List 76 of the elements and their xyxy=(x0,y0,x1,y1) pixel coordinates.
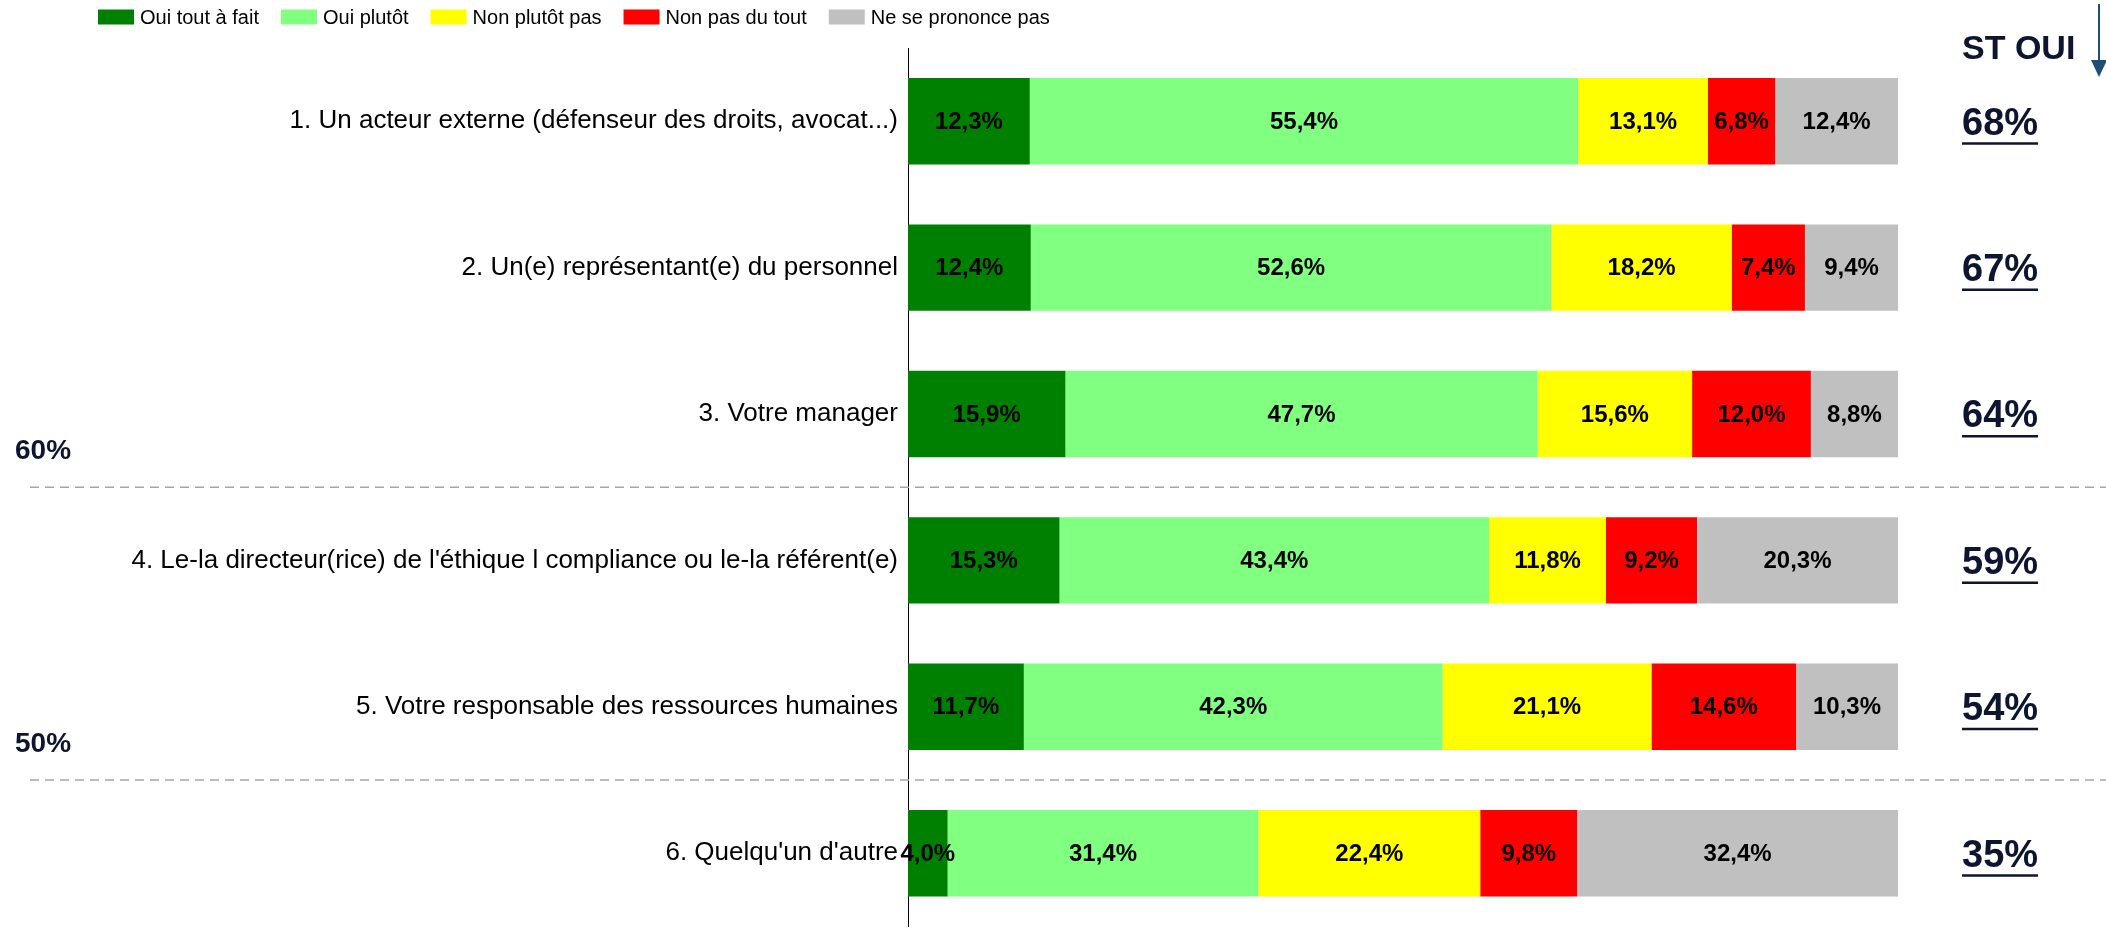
bar xyxy=(1605,517,1698,604)
text: 50% xyxy=(15,726,72,758)
text: 64% xyxy=(1962,393,2039,436)
bar xyxy=(1258,810,1481,897)
data-label: 9,4% xyxy=(1824,253,1879,281)
text: 59% xyxy=(1962,539,2039,582)
data-label: 7,4% xyxy=(1740,253,1796,281)
data-label: 11,7% xyxy=(932,692,1000,720)
text: 54% xyxy=(1962,686,2039,729)
bar xyxy=(1029,78,1579,165)
data-label: 12,4% xyxy=(935,253,1004,281)
data-label: 32,4% xyxy=(1703,838,1772,866)
y-tick-label: 4. Le-la directeur(rice) de l'éthique l compliance ou le-la référent(e) xyxy=(131,543,898,574)
data-label: 42,3% xyxy=(1199,692,1268,720)
data-label: 8,8% xyxy=(1827,399,1882,427)
data-label: 12,0% xyxy=(1717,399,1786,427)
text: ST OUI xyxy=(1962,28,2076,67)
bar xyxy=(908,663,1024,750)
legend-label: Non pas du tout xyxy=(665,5,808,28)
data-label: 14,6% xyxy=(1689,692,1758,720)
bar xyxy=(1537,370,1693,458)
data-label: 18,2% xyxy=(1607,253,1676,281)
text: 35% xyxy=(1962,832,2039,875)
data-label: 13,1% xyxy=(1609,106,1678,134)
bar xyxy=(1810,370,1898,458)
bar xyxy=(1796,663,1898,750)
bar xyxy=(1804,224,1898,311)
data-label: 43,4% xyxy=(1240,546,1309,574)
bar xyxy=(1578,78,1708,165)
bar xyxy=(1551,224,1732,311)
bar xyxy=(908,370,1066,458)
data-label: 9,2% xyxy=(1624,546,1679,574)
bar xyxy=(1577,810,1898,897)
data-label: 21,1% xyxy=(1513,692,1582,720)
bar xyxy=(1065,370,1538,458)
data-label: 15,3% xyxy=(949,546,1018,574)
data-label: 9,8% xyxy=(1501,838,1557,866)
text: 60% xyxy=(15,433,72,465)
y-tick-label: 5. Votre responsable des ressources humaines xyxy=(356,689,898,720)
bar xyxy=(1775,78,1898,165)
bar xyxy=(1489,517,1606,604)
bar xyxy=(1692,370,1811,458)
bar xyxy=(1442,663,1652,750)
bar xyxy=(1480,810,1578,897)
data-label: 52,6% xyxy=(1257,253,1326,281)
bar xyxy=(1023,663,1443,750)
data-label: 55,4% xyxy=(1269,106,1339,134)
data-label: 6,8% xyxy=(1714,106,1769,134)
data-label: 11,8% xyxy=(1514,546,1581,574)
bar xyxy=(1731,224,1805,311)
y-tick-label: 3. Votre manager xyxy=(698,397,899,428)
legend-label: Non plutôt pas xyxy=(472,5,602,28)
legend-label: Oui tout à fait xyxy=(140,5,260,28)
y-tick-label: 6. Quelqu'un d'autre xyxy=(665,836,898,867)
text: 67% xyxy=(1962,247,2039,290)
data-label: 10,3% xyxy=(1812,692,1882,720)
legend-label: Ne se prononce pas xyxy=(870,5,1050,28)
data-label: 47,7% xyxy=(1267,399,1336,427)
bar xyxy=(908,224,1031,311)
bar xyxy=(1030,224,1552,311)
bar xyxy=(908,78,1030,165)
data-label: 22,4% xyxy=(1335,838,1404,866)
data-label: 31,4% xyxy=(1069,838,1138,866)
bar xyxy=(908,517,1060,604)
data-label: 12,3% xyxy=(934,106,1003,134)
bar xyxy=(1059,517,1490,604)
data-label: 15,6% xyxy=(1580,399,1649,427)
legend-label: Oui plutôt xyxy=(322,5,409,28)
data-label: 12,4% xyxy=(1802,106,1871,134)
bar xyxy=(1651,663,1797,750)
data-label: 15,9% xyxy=(952,399,1021,427)
text: 68% xyxy=(1962,100,2039,143)
y-tick-label: 2. Un(e) représentant(e) du personnel xyxy=(461,250,898,281)
bar xyxy=(1697,517,1898,604)
y-tick-label: 1. Un acteur externe (défenseur des droits, avocat...) xyxy=(289,104,898,135)
data-label: 20,3% xyxy=(1763,546,1832,574)
